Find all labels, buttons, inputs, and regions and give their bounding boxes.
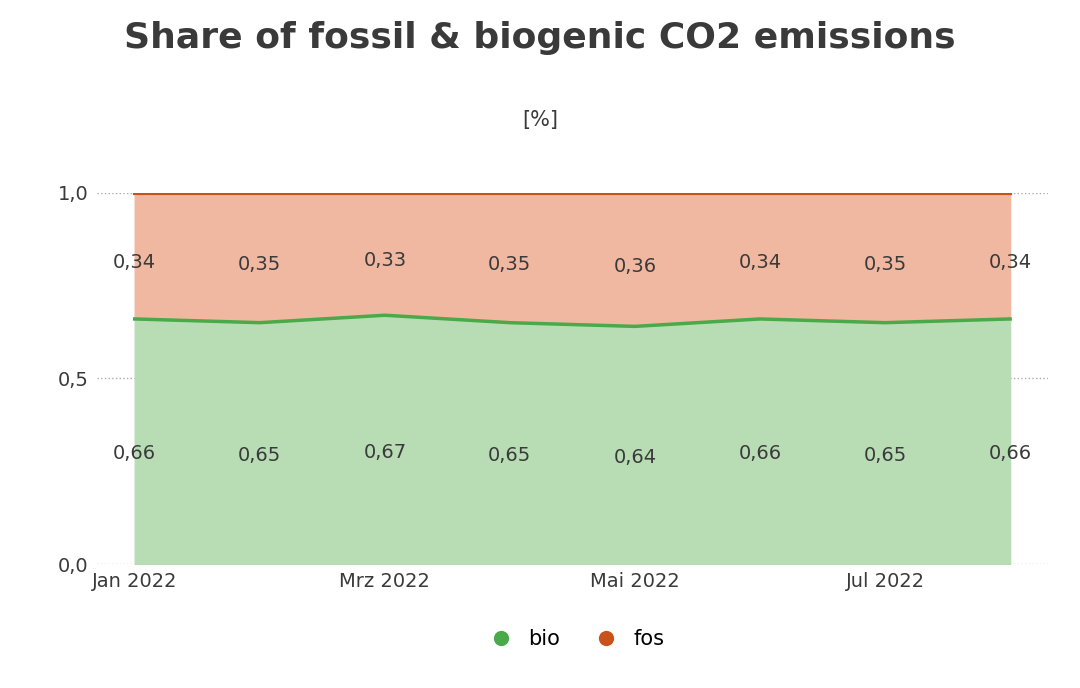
Text: 0,65: 0,65 [863,446,906,465]
Text: 0,34: 0,34 [988,252,1031,272]
Text: 0,66: 0,66 [739,444,782,463]
Text: 0,35: 0,35 [239,255,282,274]
Text: [%]: [%] [522,110,558,130]
Text: 0,67: 0,67 [363,442,406,462]
Text: 0,65: 0,65 [239,446,282,465]
Legend: bio, fos: bio, fos [472,621,673,658]
Text: 0,34: 0,34 [739,252,782,272]
Text: 0,34: 0,34 [113,252,157,272]
Text: 0,35: 0,35 [488,255,531,274]
Text: 0,35: 0,35 [863,255,906,274]
Text: 0,33: 0,33 [363,250,406,270]
Text: 0,36: 0,36 [613,257,657,276]
Text: 0,66: 0,66 [988,444,1031,463]
Text: Share of fossil & biogenic CO2 emissions: Share of fossil & biogenic CO2 emissions [124,21,956,54]
Text: 0,65: 0,65 [488,446,531,465]
Text: 0,66: 0,66 [113,444,157,463]
Text: 0,64: 0,64 [613,448,657,466]
